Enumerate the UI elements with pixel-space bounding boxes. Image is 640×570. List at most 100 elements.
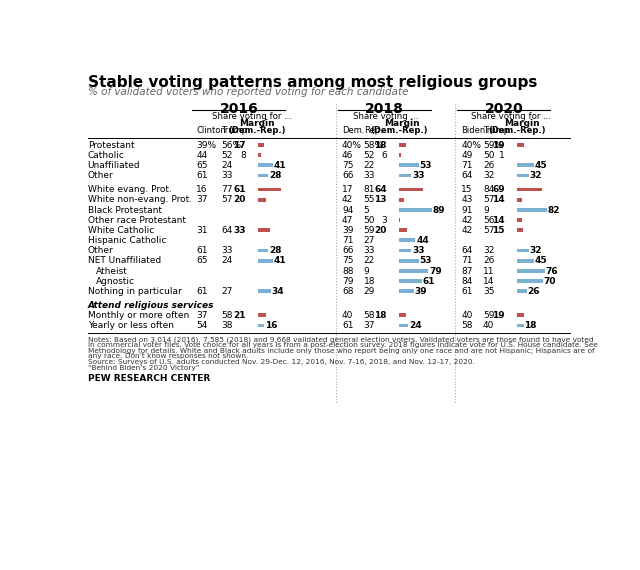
Text: 41: 41 [274,256,287,266]
Text: 59%: 59% [483,141,503,150]
Text: 64: 64 [221,226,232,235]
Bar [399,188,422,192]
Text: 40%: 40% [342,141,362,150]
Text: 58: 58 [221,311,232,320]
Bar [517,208,547,212]
Bar [517,259,534,263]
Text: 75: 75 [342,161,353,170]
Text: 33: 33 [364,171,375,180]
Text: 34: 34 [271,287,284,296]
Text: 32: 32 [483,171,494,180]
Text: 53: 53 [419,256,432,266]
Text: Trump: Trump [483,126,509,135]
Bar [259,198,266,202]
Bar [399,279,422,283]
Text: 42: 42 [342,196,353,205]
Text: Margin: Margin [239,119,275,128]
Text: 16: 16 [265,321,277,330]
Text: 24: 24 [221,256,232,266]
Bar [259,153,261,157]
Text: 13: 13 [374,196,387,205]
Bar [517,324,524,327]
Text: 29: 29 [364,287,375,296]
Text: 70: 70 [543,277,556,286]
Text: Share voting ...: Share voting ... [353,112,418,121]
Text: 21: 21 [234,311,246,320]
Bar [399,269,428,273]
Text: 88: 88 [342,267,353,276]
Text: 24: 24 [409,321,422,330]
Bar [399,228,406,232]
Text: 22: 22 [364,256,375,266]
Text: 59: 59 [364,226,375,235]
Text: Nothing in particular: Nothing in particular [88,287,182,296]
Text: 76: 76 [546,267,558,276]
Bar [399,174,412,177]
Text: Rep.: Rep. [364,126,383,135]
Bar [399,143,406,147]
Text: NET Unaffiliated: NET Unaffiliated [88,256,161,266]
Text: 61: 61 [422,277,435,286]
Text: PEW RESEARCH CENTER: PEW RESEARCH CENTER [88,374,210,383]
Text: 44: 44 [196,151,207,160]
Bar [259,164,273,167]
Bar [517,249,529,253]
Text: 56%: 56% [221,141,241,150]
Text: Catholic: Catholic [88,151,125,160]
Text: 68: 68 [342,287,353,296]
Text: White Catholic: White Catholic [88,226,154,235]
Text: 55: 55 [364,196,375,205]
Text: 9: 9 [364,267,369,276]
Text: Share voting for ...: Share voting for ... [212,112,292,121]
Text: 20: 20 [374,226,387,235]
Bar [517,218,522,222]
Text: 79: 79 [429,267,442,276]
Text: 50: 50 [364,216,375,225]
Text: 2018: 2018 [365,101,404,116]
Text: 19: 19 [492,311,505,320]
Text: 6: 6 [381,151,387,160]
Text: 38: 38 [221,321,232,330]
Bar [399,218,401,222]
Text: 61: 61 [196,246,208,255]
Text: 54: 54 [196,321,207,330]
Text: 87: 87 [461,267,473,276]
Text: 33: 33 [364,246,375,255]
Text: 61: 61 [196,171,208,180]
Text: 40%: 40% [461,141,481,150]
Text: 18: 18 [524,321,537,330]
Text: 9: 9 [483,206,489,215]
Text: 84: 84 [461,277,473,286]
Text: 28: 28 [269,171,282,180]
Text: in commercial voter files. Vote choice for all years is from a post-election sur: in commercial voter files. Vote choice f… [88,342,598,348]
Text: Atheist: Atheist [95,267,127,276]
Text: 37: 37 [364,321,375,330]
Text: 3: 3 [381,216,387,225]
Bar [259,289,271,293]
Bar [259,174,269,177]
Text: 56: 56 [483,216,495,225]
Bar [399,314,406,317]
Bar [259,228,270,232]
Text: 69: 69 [492,185,505,194]
Text: 33: 33 [221,246,232,255]
Text: White non-evang. Prot.: White non-evang. Prot. [88,196,192,205]
Text: 45: 45 [534,256,547,266]
Text: 40: 40 [461,311,473,320]
Bar [399,324,408,327]
Text: 27: 27 [364,236,375,245]
Bar [517,174,529,177]
Bar [399,249,412,253]
Bar [399,289,413,293]
Text: 64: 64 [461,171,473,180]
Text: 64: 64 [374,185,387,194]
Text: Trump: Trump [221,126,247,135]
Text: 82: 82 [548,206,561,215]
Text: 15: 15 [492,226,505,235]
Text: 71: 71 [461,161,473,170]
Text: 65: 65 [196,256,208,266]
Text: 61: 61 [234,185,246,194]
Text: Notes: Based on 3,014 (2016), 7,585 (2018) and 9,668 validated general election : Notes: Based on 3,014 (2016), 7,585 (201… [88,336,593,343]
Text: 40: 40 [342,311,353,320]
Text: 26: 26 [527,287,540,296]
